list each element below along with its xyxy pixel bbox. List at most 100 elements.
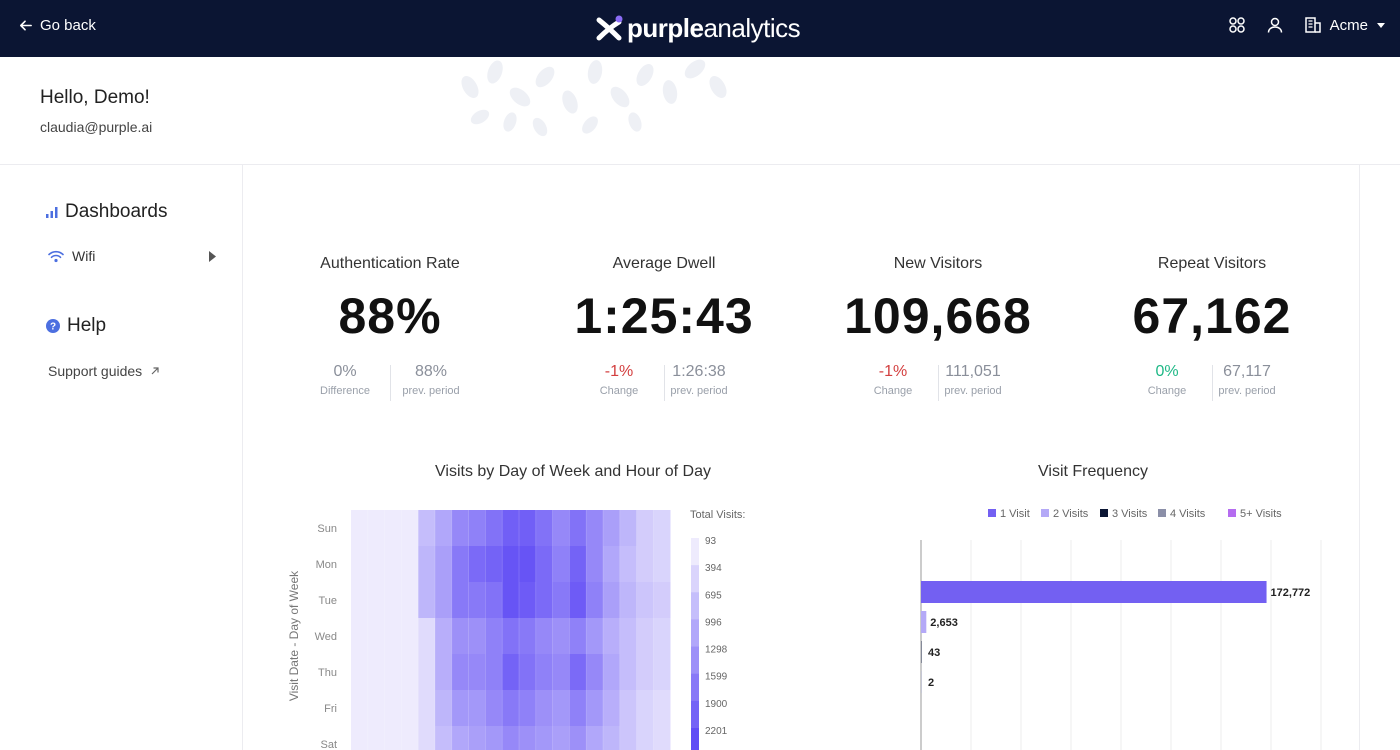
heatmap-cell[interactable]: [418, 726, 436, 750]
heatmap-cell[interactable]: [535, 654, 553, 691]
heatmap-cell[interactable]: [451, 690, 469, 727]
go-back-button[interactable]: Go back: [18, 17, 96, 34]
heatmap-cell[interactable]: [485, 690, 503, 727]
legend-swatch[interactable]: [1100, 509, 1108, 517]
heatmap-cell[interactable]: [586, 546, 604, 583]
heatmap-cell[interactable]: [586, 654, 604, 691]
heatmap-cell[interactable]: [502, 726, 520, 750]
heatmap-cell[interactable]: [636, 582, 654, 619]
user-icon[interactable]: [1266, 16, 1284, 34]
heatmap-cell[interactable]: [535, 618, 553, 655]
heatmap-cell[interactable]: [519, 726, 537, 750]
heatmap-cell[interactable]: [586, 690, 604, 727]
heatmap-cell[interactable]: [502, 582, 520, 619]
sidebar-item-wifi[interactable]: Wifi: [48, 248, 218, 264]
heatmap-cell[interactable]: [384, 618, 402, 655]
heatmap-cell[interactable]: [569, 726, 587, 750]
heatmap-cell[interactable]: [418, 654, 436, 691]
apps-icon[interactable]: [1228, 16, 1246, 34]
heatmap-cell[interactable]: [636, 618, 654, 655]
heatmap-cell[interactable]: [451, 582, 469, 619]
heatmap-cell[interactable]: [468, 618, 486, 655]
heatmap-cell[interactable]: [351, 654, 369, 691]
heatmap-cell[interactable]: [519, 510, 537, 547]
heatmap-cell[interactable]: [619, 510, 637, 547]
heatmap-cell[interactable]: [435, 726, 453, 750]
legend-label[interactable]: 1 Visit: [1000, 508, 1030, 520]
heatmap-cell[interactable]: [653, 726, 671, 750]
heatmap-cell[interactable]: [569, 618, 587, 655]
heatmap-cell[interactable]: [351, 582, 369, 619]
heatmap-cell[interactable]: [384, 510, 402, 547]
heatmap-cell[interactable]: [569, 546, 587, 583]
heatmap-cell[interactable]: [367, 654, 385, 691]
heatmap-cell[interactable]: [401, 726, 419, 750]
heatmap-cell[interactable]: [351, 546, 369, 583]
heatmap-cell[interactable]: [401, 618, 419, 655]
heatmap-cell[interactable]: [603, 582, 621, 619]
heatmap-cell[interactable]: [468, 582, 486, 619]
heatmap-cell[interactable]: [603, 546, 621, 583]
heatmap-cell[interactable]: [535, 690, 553, 727]
heatmap-cell[interactable]: [351, 510, 369, 547]
frequency-bar[interactable]: [921, 611, 927, 633]
heatmap-cell[interactable]: [367, 618, 385, 655]
heatmap-cell[interactable]: [451, 618, 469, 655]
heatmap-cell[interactable]: [435, 510, 453, 547]
heatmap-cell[interactable]: [636, 726, 654, 750]
heatmap-cell[interactable]: [485, 618, 503, 655]
heatmap-cell[interactable]: [384, 690, 402, 727]
heatmap-cell[interactable]: [367, 690, 385, 727]
heatmap-cell[interactable]: [603, 618, 621, 655]
heatmap-cell[interactable]: [603, 654, 621, 691]
heatmap-cell[interactable]: [468, 510, 486, 547]
heatmap-cell[interactable]: [586, 726, 604, 750]
heatmap-cell[interactable]: [485, 546, 503, 583]
heatmap-cell[interactable]: [569, 582, 587, 619]
frequency-bar[interactable]: [921, 671, 922, 693]
heatmap-cell[interactable]: [418, 546, 436, 583]
heatmap-cell[interactable]: [586, 582, 604, 619]
heatmap-cell[interactable]: [384, 546, 402, 583]
heatmap-cell[interactable]: [351, 690, 369, 727]
heatmap-cell[interactable]: [636, 510, 654, 547]
heatmap-cell[interactable]: [653, 510, 671, 547]
heatmap-cell[interactable]: [401, 690, 419, 727]
legend-label[interactable]: 4 Visits: [1170, 508, 1206, 520]
heatmap-cell[interactable]: [451, 654, 469, 691]
heatmap-cell[interactable]: [451, 510, 469, 547]
heatmap-cell[interactable]: [552, 582, 570, 619]
heatmap-cell[interactable]: [485, 726, 503, 750]
frequency-bar[interactable]: [921, 641, 922, 663]
heatmap-cell[interactable]: [401, 546, 419, 583]
heatmap-cell[interactable]: [619, 690, 637, 727]
legend-swatch[interactable]: [1228, 509, 1236, 517]
support-guides-link[interactable]: Support guides: [48, 363, 160, 379]
heatmap-cell[interactable]: [435, 546, 453, 583]
heatmap-cell[interactable]: [636, 690, 654, 727]
heatmap-cell[interactable]: [552, 510, 570, 547]
heatmap-cell[interactable]: [619, 726, 637, 750]
frequency-bar[interactable]: [921, 581, 1267, 603]
heatmap-cell[interactable]: [401, 510, 419, 547]
legend-label[interactable]: 3 Visits: [1112, 508, 1148, 520]
heatmap-cell[interactable]: [468, 546, 486, 583]
heatmap-cell[interactable]: [636, 654, 654, 691]
heatmap-cell[interactable]: [535, 510, 553, 547]
account-switcher[interactable]: Acme: [1304, 16, 1386, 34]
heatmap-cell[interactable]: [552, 690, 570, 727]
heatmap-cell[interactable]: [619, 582, 637, 619]
heatmap-cell[interactable]: [367, 510, 385, 547]
heatmap-cell[interactable]: [603, 726, 621, 750]
heatmap-cell[interactable]: [418, 510, 436, 547]
heatmap-cell[interactable]: [653, 618, 671, 655]
heatmap-cell[interactable]: [451, 546, 469, 583]
heatmap-cell[interactable]: [569, 654, 587, 691]
heatmap-cell[interactable]: [435, 690, 453, 727]
heatmap-cell[interactable]: [451, 726, 469, 750]
heatmap-cell[interactable]: [519, 618, 537, 655]
heatmap-cell[interactable]: [519, 582, 537, 619]
heatmap-cell[interactable]: [485, 654, 503, 691]
heatmap-cell[interactable]: [418, 690, 436, 727]
heatmap-cell[interactable]: [384, 582, 402, 619]
